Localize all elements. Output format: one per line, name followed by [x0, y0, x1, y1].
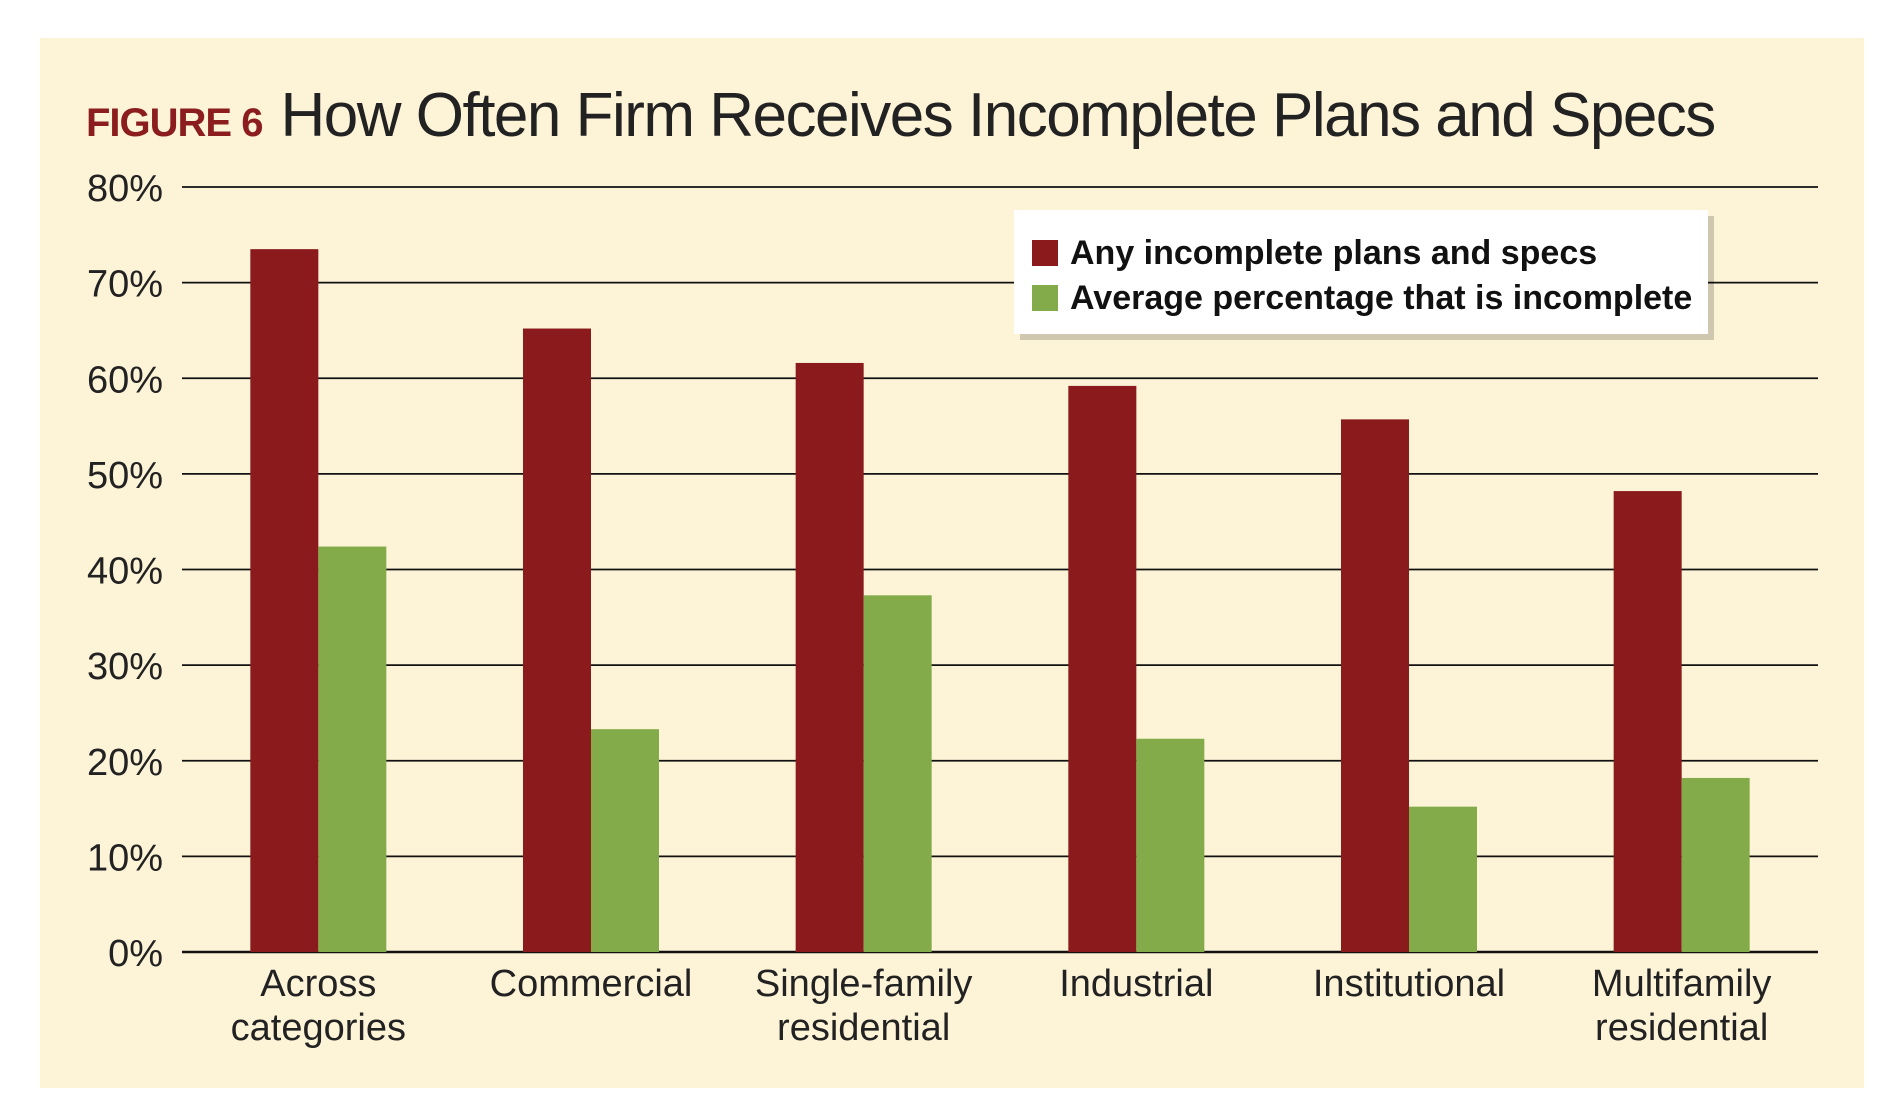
legend-label-average-incomplete: Average percentage that is incomplete	[1070, 279, 1692, 317]
legend-box	[1014, 210, 1708, 334]
gridlines	[182, 186, 1818, 954]
x-tick-label: Commercial	[490, 963, 693, 1005]
x-axis-ticks: Across categories Commercial Single-family r…	[231, 963, 1772, 1049]
x-tick-label: Across categories	[231, 963, 406, 1049]
legend-label-any-incomplete: Any incomplete plans and specs	[1070, 234, 1597, 272]
bar-average-incomplete	[863, 595, 932, 952]
legend-swatch-any-incomplete	[1032, 240, 1058, 266]
x-tick-label: Single-family residential	[755, 963, 973, 1049]
y-tick-label: 30%	[87, 646, 163, 688]
y-axis-ticks: 0% 10% 20% 30% 40% 50% 60% 70% 80%	[87, 168, 163, 975]
y-tick-label: 80%	[87, 168, 163, 210]
bar-average-incomplete	[1409, 806, 1477, 952]
legend-swatch-average-incomplete	[1032, 285, 1058, 311]
bar-average-incomplete	[1681, 777, 1750, 952]
bars	[250, 249, 1750, 952]
bar-average-incomplete	[591, 729, 659, 952]
y-tick-label: 20%	[87, 742, 163, 784]
bar-average-incomplete	[1136, 738, 1205, 952]
chart-title: How Often Firm Receives Incomplete Plans…	[280, 81, 1716, 150]
y-tick-label: 50%	[87, 455, 163, 497]
bar-any-incomplete	[795, 362, 864, 952]
y-tick-label: 10%	[87, 837, 163, 879]
x-tick-label: Industrial	[1059, 963, 1213, 1005]
bar-any-incomplete	[523, 328, 591, 952]
x-tick-label: Multifamily residential	[1592, 963, 1771, 1049]
bar-any-incomplete	[1613, 491, 1682, 952]
bar-any-incomplete	[250, 249, 319, 952]
bar-average-incomplete	[318, 546, 387, 952]
figure-label: FIGURE 6	[86, 101, 263, 145]
y-tick-label: 0%	[108, 933, 163, 975]
legend: Any incomplete plans and specs Average p…	[1014, 210, 1714, 340]
y-tick-label: 60%	[87, 359, 163, 401]
bar-any-incomplete	[1068, 385, 1137, 952]
y-tick-label: 40%	[87, 551, 163, 593]
bar-any-incomplete	[1341, 419, 1409, 952]
x-tick-label: Institutional	[1313, 963, 1505, 1005]
y-tick-label: 70%	[87, 264, 163, 306]
title-row: FIGURE 6 How Often Firm Receives Incomple…	[86, 80, 1716, 160]
